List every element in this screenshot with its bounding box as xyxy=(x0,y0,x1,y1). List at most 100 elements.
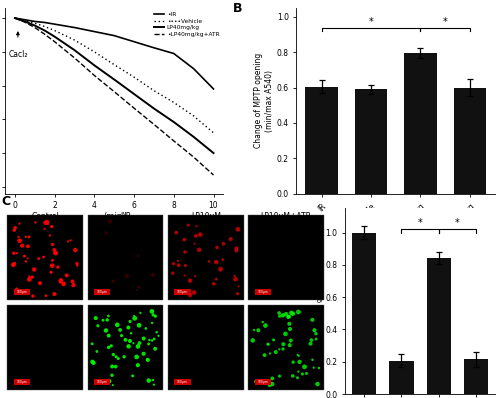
Point xyxy=(230,273,238,279)
Text: 100μm: 100μm xyxy=(16,380,27,384)
Point xyxy=(57,277,65,283)
Point xyxy=(276,313,283,319)
Text: 100μm: 100μm xyxy=(258,380,268,384)
Point xyxy=(152,329,160,336)
Point xyxy=(250,327,258,333)
Point xyxy=(52,250,60,256)
Point xyxy=(182,262,190,269)
Point xyxy=(13,250,21,256)
Bar xyxy=(174,378,190,384)
Point xyxy=(135,284,143,290)
Point xyxy=(11,260,19,266)
Y-axis label: The ratio of red to green fluorescence: The ratio of red to green fluorescence xyxy=(316,238,322,365)
Point xyxy=(205,258,213,265)
Point xyxy=(16,220,24,227)
Point xyxy=(126,338,134,344)
Point xyxy=(294,353,302,359)
Point xyxy=(312,336,320,342)
Point xyxy=(116,327,124,333)
Point xyxy=(24,243,32,250)
Point xyxy=(20,253,28,259)
Point xyxy=(26,273,34,280)
Point xyxy=(172,230,180,236)
Point xyxy=(28,274,36,280)
Point xyxy=(25,234,33,240)
Text: C: C xyxy=(2,195,11,209)
Point xyxy=(287,338,295,344)
Point xyxy=(122,337,130,343)
Bar xyxy=(306,87,338,193)
Point xyxy=(142,325,150,332)
Bar xyxy=(355,89,387,193)
Text: B: B xyxy=(233,2,242,16)
Point xyxy=(149,377,157,383)
Bar xyxy=(94,289,110,295)
Point xyxy=(308,317,316,323)
Point xyxy=(140,335,147,341)
Point xyxy=(47,269,55,275)
Point xyxy=(149,312,157,318)
Point xyxy=(16,238,24,244)
Bar xyxy=(454,88,486,193)
Point xyxy=(310,365,318,371)
Point xyxy=(210,281,218,287)
Point xyxy=(108,363,116,370)
Point xyxy=(186,277,194,284)
Point xyxy=(151,345,159,352)
Point xyxy=(102,327,110,334)
Point xyxy=(289,359,297,365)
Point xyxy=(264,341,272,347)
Point xyxy=(29,293,37,299)
Bar xyxy=(426,258,451,394)
Point xyxy=(248,337,256,343)
Point xyxy=(30,266,38,273)
Point xyxy=(174,258,182,264)
Point xyxy=(64,238,72,245)
Point xyxy=(315,365,323,371)
Point xyxy=(216,266,224,273)
Point xyxy=(314,381,322,387)
Bar xyxy=(88,215,163,300)
Point xyxy=(93,348,101,355)
Point xyxy=(181,249,189,255)
Text: *: * xyxy=(443,18,448,27)
Point xyxy=(14,234,22,240)
Point xyxy=(47,269,55,275)
Point xyxy=(285,314,293,320)
Text: Control: Control xyxy=(31,212,59,221)
Point xyxy=(106,218,114,224)
Point xyxy=(174,262,182,268)
Point xyxy=(109,278,117,284)
Point xyxy=(282,331,290,337)
Point xyxy=(149,271,157,278)
Point xyxy=(105,378,113,384)
Point xyxy=(10,250,18,256)
Point xyxy=(124,343,132,349)
Point xyxy=(152,313,160,319)
Point xyxy=(268,381,276,387)
Point xyxy=(112,353,120,360)
Bar xyxy=(174,289,190,295)
Point xyxy=(12,286,20,292)
Text: *: * xyxy=(418,218,422,228)
Text: 100μm: 100μm xyxy=(16,290,27,294)
Point xyxy=(195,247,203,253)
Point xyxy=(256,378,264,384)
Point xyxy=(44,221,52,227)
Text: 100μm: 100μm xyxy=(177,290,188,294)
Point xyxy=(150,382,158,388)
Point xyxy=(192,223,200,229)
Point xyxy=(136,310,144,316)
Point xyxy=(296,359,304,365)
Point xyxy=(62,272,70,279)
Point xyxy=(99,317,107,324)
Point xyxy=(123,273,131,279)
Point xyxy=(11,224,19,231)
Point xyxy=(103,317,111,323)
Point xyxy=(88,341,96,347)
Point xyxy=(48,263,56,269)
Point xyxy=(186,292,194,298)
Point xyxy=(288,373,296,379)
Point xyxy=(232,248,240,254)
Point xyxy=(169,270,177,276)
